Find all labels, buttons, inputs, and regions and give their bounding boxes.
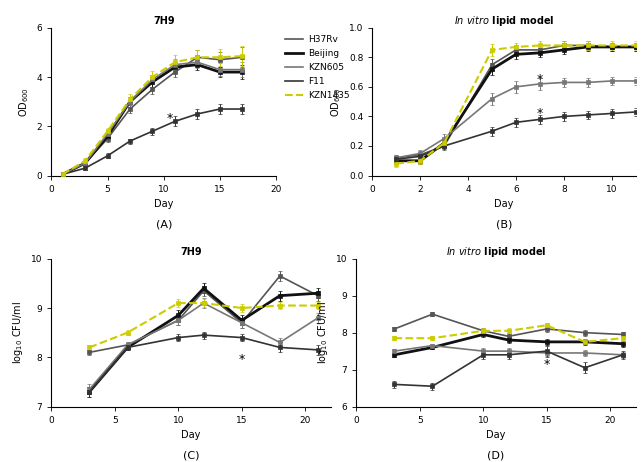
Text: *: * — [239, 353, 245, 366]
Title: 7H9: 7H9 — [180, 247, 202, 256]
Text: (A): (A) — [155, 220, 172, 230]
X-axis label: Day: Day — [154, 199, 173, 209]
Y-axis label: OD$_{600}$: OD$_{600}$ — [17, 87, 31, 116]
Y-axis label: log$_{10}$ CFU/ml: log$_{10}$ CFU/ml — [317, 301, 330, 364]
Text: *: * — [544, 358, 550, 371]
X-axis label: Day: Day — [181, 430, 201, 440]
Text: *: * — [537, 73, 543, 86]
Y-axis label: log$_{10}$ CFU/ml: log$_{10}$ CFU/ml — [12, 301, 25, 364]
Text: (C): (C) — [183, 451, 199, 461]
X-axis label: Day: Day — [494, 199, 514, 209]
Y-axis label: OD$_{600}$: OD$_{600}$ — [329, 87, 343, 116]
X-axis label: Day: Day — [486, 430, 506, 440]
Title: 7H9: 7H9 — [153, 16, 175, 25]
Text: (D): (D) — [487, 451, 505, 461]
Legend: H37Rv, Beijing, KZN605, F11, KZN1435: H37Rv, Beijing, KZN605, F11, KZN1435 — [285, 35, 349, 100]
Text: (B): (B) — [496, 220, 512, 230]
Text: *: * — [537, 107, 543, 120]
Title: $\it{In\ vitro}$ lipid model: $\it{In\ vitro}$ lipid model — [454, 13, 554, 28]
Text: *: * — [166, 112, 173, 125]
Title: $\it{In\ vitro}$ lipid model: $\it{In\ vitro}$ lipid model — [446, 244, 546, 259]
